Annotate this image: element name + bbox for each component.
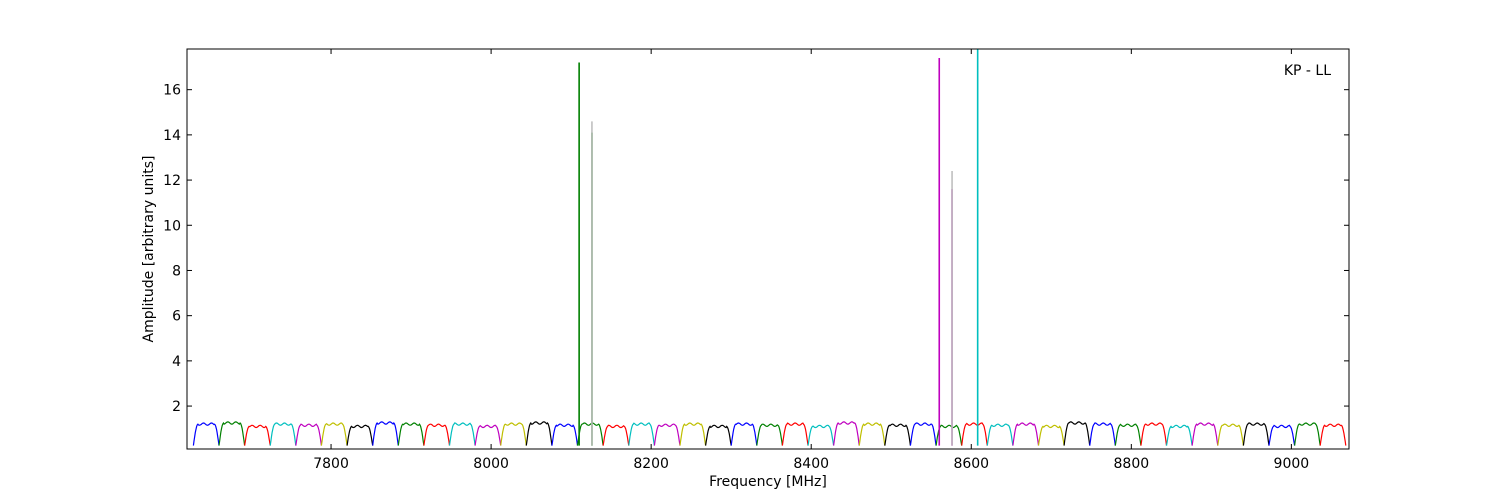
channel-series xyxy=(781,422,809,446)
channel-series xyxy=(653,423,681,446)
channel-series xyxy=(1217,423,1244,446)
channel-series xyxy=(1242,422,1270,446)
channel-series xyxy=(961,422,988,446)
channel-series xyxy=(705,424,732,446)
channel-series xyxy=(1037,424,1065,446)
channel-series xyxy=(1012,422,1040,446)
y-tick-label: 2 xyxy=(172,399,181,415)
x-tick-label: 8200 xyxy=(633,456,669,472)
channel-series xyxy=(679,422,707,446)
channel-series xyxy=(1268,424,1296,446)
y-tick-label: 4 xyxy=(172,354,181,370)
channel-series xyxy=(372,421,399,446)
channel-series xyxy=(244,424,271,446)
channel-series xyxy=(1114,423,1142,446)
y-axis: 2 4 6 8 10 12 14 16 xyxy=(163,83,1349,415)
channel-series xyxy=(1191,422,1219,446)
y-tick-label: 16 xyxy=(163,83,181,99)
x-tick-label: 8800 xyxy=(1114,456,1150,472)
y-axis-label: Amplitude [arbitrary units] xyxy=(141,156,157,343)
channel-series xyxy=(986,423,1014,446)
channel-series xyxy=(730,422,758,446)
channel-series xyxy=(833,421,860,446)
x-tick-label: 8600 xyxy=(953,456,989,472)
x-tick-label: 8000 xyxy=(473,456,509,472)
channel-series xyxy=(858,422,886,446)
channel-series xyxy=(448,422,476,446)
x-tick-label: 7800 xyxy=(313,456,349,472)
channel-series xyxy=(551,423,579,446)
plot-frame xyxy=(186,48,1350,450)
channel-series xyxy=(500,422,527,446)
channel-series xyxy=(807,424,835,446)
channel-series xyxy=(269,422,297,446)
channel-series xyxy=(628,422,655,446)
x-axis: 7800 8000 8200 8400 8600 8800 9000 xyxy=(313,49,1309,472)
channel-series xyxy=(1089,422,1116,446)
corner-annotation: KP - LL xyxy=(1284,63,1331,79)
channel-series xyxy=(346,424,374,446)
channel-series xyxy=(320,422,348,446)
channel-series xyxy=(884,423,911,446)
channel-series xyxy=(602,424,630,446)
y-tick-label: 8 xyxy=(172,263,181,279)
channel-series xyxy=(295,423,322,446)
channel-series xyxy=(909,422,937,446)
series-layer xyxy=(192,421,1347,446)
channel-series xyxy=(1140,422,1168,446)
channel-series xyxy=(218,421,246,446)
x-axis-label: Frequency [MHz] xyxy=(709,474,827,490)
channel-series xyxy=(474,424,502,446)
channel-series xyxy=(1294,422,1321,446)
channel-series xyxy=(935,424,963,446)
y-tick-label: 12 xyxy=(163,173,181,189)
spike-layer xyxy=(578,49,979,446)
channel-series xyxy=(525,421,553,446)
channel-series xyxy=(1063,421,1091,446)
channel-series xyxy=(756,423,783,446)
channel-series xyxy=(1319,423,1347,446)
channel-series xyxy=(576,422,604,446)
channel-series xyxy=(423,423,451,446)
x-tick-label: 9000 xyxy=(1274,456,1310,472)
y-tick-label: 6 xyxy=(172,309,181,325)
x-tick-label: 8400 xyxy=(793,456,829,472)
channel-series xyxy=(397,422,425,446)
y-tick-label: 14 xyxy=(163,128,181,144)
y-tick-label: 10 xyxy=(163,218,181,234)
channel-series xyxy=(1165,424,1193,446)
channel-series xyxy=(192,422,220,446)
